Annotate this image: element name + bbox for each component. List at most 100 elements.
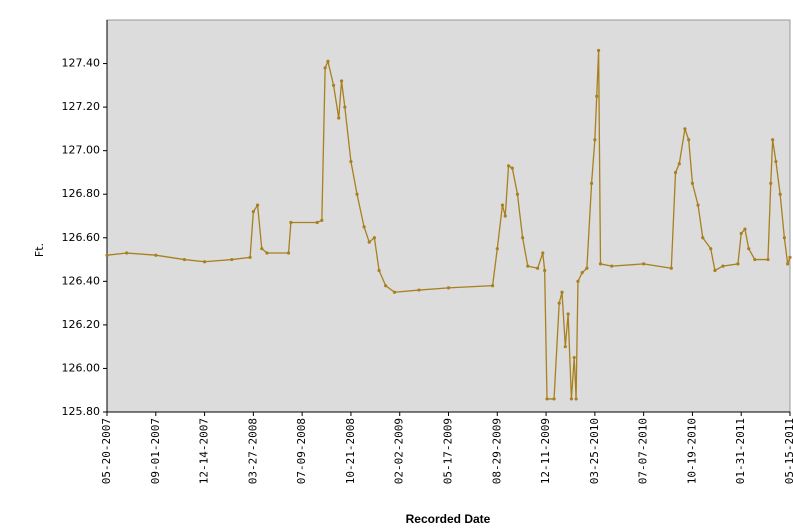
point [774,159,778,164]
point [545,397,549,401]
point [683,127,687,131]
y-tick-label: 127.00 [62,144,101,157]
point [593,138,597,142]
point [543,268,547,273]
point [580,271,584,275]
point [500,203,505,207]
point [372,236,376,240]
point [778,192,782,196]
x-tick-label: 03-25-2010 [588,418,601,484]
point [182,257,187,262]
point [323,66,327,70]
point [503,214,507,218]
x-tick-label: 09-01-2007 [149,418,162,484]
x-tick-label: 01-31-2011 [734,418,747,484]
point [251,210,255,214]
point [446,286,451,290]
point [362,225,366,229]
point [610,264,614,268]
point [563,345,567,349]
point [331,83,336,87]
point [265,251,269,255]
point [669,266,673,270]
point [202,260,207,264]
plot-area [106,19,791,413]
point [552,397,556,401]
point [349,159,353,164]
point [721,264,725,268]
point [337,116,341,120]
point [739,231,743,236]
y-tick-label: 126.20 [62,318,101,331]
point [367,240,371,244]
point [788,255,792,259]
point [557,301,561,305]
point [786,262,790,266]
point [572,355,576,360]
point [747,247,751,251]
x-tick-label: 05-17-2009 [442,418,455,484]
point [541,251,545,255]
point [506,164,511,168]
point [526,264,530,268]
point [642,262,646,266]
point [286,251,291,255]
point [766,257,770,262]
point [673,170,678,175]
y-tick-label: 126.40 [62,274,101,287]
point [696,203,700,207]
x-tick-label: 03-27-2008 [246,418,259,484]
point [598,262,603,266]
point [574,397,578,401]
point [510,166,514,170]
point [677,162,681,166]
point [320,218,324,222]
point [377,268,381,273]
point [576,279,580,283]
point [315,220,319,225]
point [384,284,388,288]
point [690,181,695,185]
y-tick-label: 127.40 [62,57,101,70]
point [771,138,775,142]
point [709,247,713,251]
y-tick-label: 127.20 [62,100,101,113]
point [260,247,264,251]
x-axis-title: Recorded Date [406,512,491,526]
point [736,262,740,266]
point [701,236,705,240]
y-tick-label: 126.80 [62,187,101,200]
x-tick-label: 07-07-2010 [637,418,650,484]
x-tick-label: 05-20-2007 [100,418,113,484]
point [417,288,421,292]
x-tick-label: 02-02-2009 [393,418,406,484]
point [595,94,599,98]
y-tick-label: 126.60 [62,231,101,244]
point [343,105,347,109]
point [154,253,158,257]
x-tick-label: 12-11-2009 [539,418,552,484]
point [490,284,495,288]
point [521,236,525,240]
point [392,290,397,294]
point [597,48,601,53]
point [289,220,293,225]
point [355,192,359,196]
point [566,312,570,316]
point [248,255,252,259]
y-tick-label: 126.00 [62,361,101,374]
point [743,227,747,231]
point [125,251,129,255]
point [753,257,757,262]
point [769,181,773,185]
point [585,266,589,270]
point [105,253,109,257]
line [106,50,791,400]
point [255,203,260,207]
x-tick-label: 08-29-2009 [490,418,503,484]
point [339,79,344,83]
point [687,138,691,142]
point [536,266,540,270]
x-tick-label: 07-09-2008 [295,418,308,484]
